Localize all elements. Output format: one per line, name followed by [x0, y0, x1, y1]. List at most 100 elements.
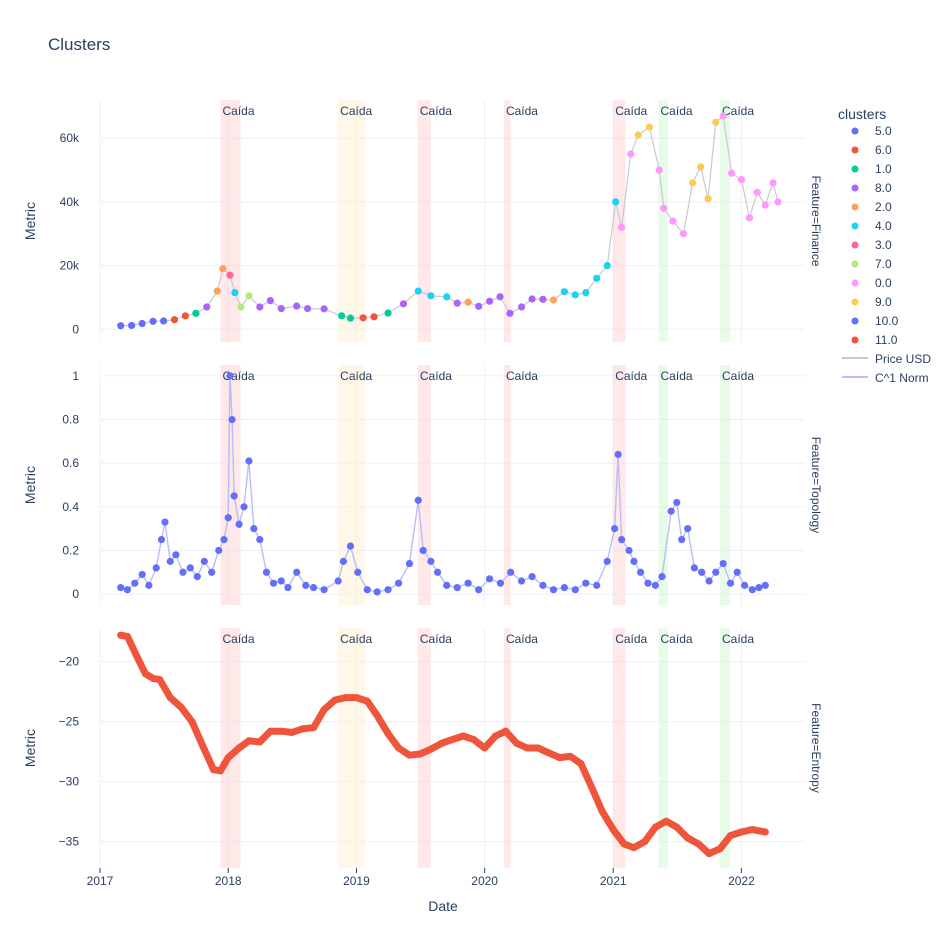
legend-entry-label: C^1 Norm	[875, 371, 929, 385]
y-tick-label: −30	[59, 775, 80, 789]
topology-point	[161, 518, 169, 526]
legend-marker	[851, 279, 859, 287]
entropy-point	[310, 724, 318, 732]
finance-point	[277, 304, 285, 313]
entropy-point	[438, 739, 446, 747]
topology-point	[560, 583, 568, 592]
annotation-label: Caída	[615, 632, 647, 646]
entropy-point	[748, 826, 756, 834]
legend-marker	[851, 146, 859, 154]
finance-point	[338, 312, 346, 320]
entropy-point	[502, 727, 510, 735]
topology-point	[698, 568, 706, 576]
shaded-region	[613, 628, 626, 868]
shaded-region	[503, 100, 511, 342]
finance-point	[245, 292, 253, 300]
finance-point	[679, 230, 688, 238]
entropy-point	[523, 744, 531, 752]
entropy-point	[481, 744, 489, 752]
entropy-point	[598, 808, 606, 816]
facet-label: Feature=Finance	[809, 175, 823, 266]
shaded-region	[220, 365, 241, 605]
finance-point	[266, 297, 274, 305]
topology-point	[200, 557, 208, 565]
topology-point	[346, 542, 355, 550]
x-axis-label: Date	[428, 898, 458, 914]
y-tick-label: −20	[59, 655, 80, 669]
entropy-point	[588, 784, 596, 792]
topology-point	[667, 507, 675, 515]
entropy-point	[188, 718, 196, 726]
topology-point	[712, 568, 720, 576]
topology-point	[320, 586, 328, 594]
entropy-point	[224, 754, 232, 762]
finance-point	[231, 289, 239, 297]
finance-point	[603, 261, 611, 270]
entropy-point	[235, 744, 243, 752]
topology-point	[485, 575, 494, 583]
entropy-point	[727, 832, 735, 840]
topology-point	[339, 557, 348, 565]
topology-point	[464, 579, 472, 587]
annotation-label: Caída	[506, 104, 538, 118]
finance-point	[370, 313, 378, 321]
entropy-point	[555, 754, 563, 762]
panel-3: −20 −25 −30 −35 Caída Caída Caída Caída Caída Caí…	[22, 628, 823, 868]
finance-point	[560, 288, 568, 296]
finance-point	[159, 317, 168, 325]
y-tick-label: 0	[72, 587, 79, 601]
x-tick-label: 2021	[600, 874, 627, 888]
annotation-label: Caída	[340, 104, 372, 118]
topology-point	[644, 579, 652, 587]
legend-entry-label: 10.0	[875, 314, 899, 328]
finance-point	[181, 312, 189, 320]
y-tick-label: 0.2	[62, 543, 79, 557]
shaded-region	[719, 100, 731, 342]
entropy-point	[288, 728, 296, 736]
finance-point	[719, 112, 727, 120]
finance-point	[346, 314, 355, 322]
entropy-point	[761, 828, 769, 836]
x-tick-label: 2022	[728, 874, 755, 888]
y-tick-label: −25	[59, 715, 80, 729]
y-tick-label: 0.6	[62, 456, 79, 470]
shaded-region	[658, 365, 668, 605]
topology-point	[277, 577, 285, 585]
topology-point	[414, 496, 422, 504]
entropy-point	[245, 737, 253, 745]
legend-entry-label: 7.0	[875, 257, 892, 271]
finance-point	[737, 176, 746, 184]
price-usd-line	[120, 114, 779, 327]
topology-point	[651, 581, 659, 589]
entropy-point	[620, 840, 628, 848]
legend-marker	[851, 165, 859, 173]
entropy-point	[373, 712, 381, 720]
topology-point	[131, 579, 139, 587]
annotation-label: Caída	[340, 369, 372, 383]
finance-point	[170, 316, 179, 324]
entropy-point	[331, 696, 339, 704]
finance-point	[774, 198, 782, 206]
finance-point	[745, 214, 754, 222]
finance-point	[128, 321, 136, 330]
entropy-point	[149, 674, 157, 682]
topology-point	[172, 551, 180, 559]
y-axis-label: Metric	[22, 466, 38, 504]
x-tick-label: 2019	[343, 874, 370, 888]
entropy-point	[117, 631, 125, 639]
annotation-label: Caída	[722, 369, 754, 383]
facet-label: Feature=Topology	[809, 437, 823, 533]
legend-entry-label: 0.0	[875, 276, 892, 290]
x-axis: 2017 2018 2019 2020 2021 2022	[87, 868, 755, 888]
chart-panels: 0 20k 40k 60k Caída Caída Caída Caída Caída Caída…	[22, 100, 823, 868]
finance-point	[697, 163, 705, 171]
legend-marker	[851, 203, 859, 211]
finance-point	[399, 300, 408, 308]
topology-point	[517, 577, 526, 585]
finance-point	[528, 295, 536, 303]
topology-point	[705, 577, 713, 585]
entropy-point	[123, 632, 131, 640]
finance-point	[712, 118, 720, 126]
finance-point	[582, 289, 590, 297]
